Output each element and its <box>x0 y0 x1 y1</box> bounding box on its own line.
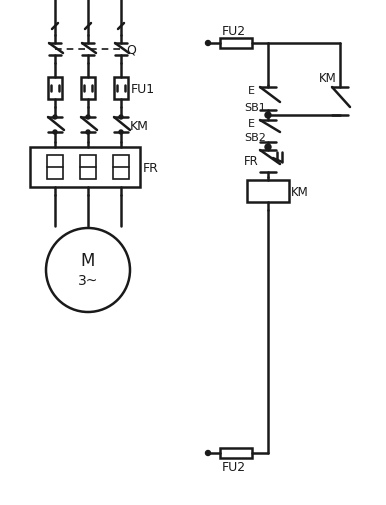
Bar <box>247 181 289 203</box>
Text: KM: KM <box>319 71 337 84</box>
Bar <box>113 156 129 180</box>
Circle shape <box>46 229 130 313</box>
Text: M: M <box>81 251 95 270</box>
Circle shape <box>53 116 57 120</box>
Bar <box>220 39 252 49</box>
Text: FR: FR <box>143 161 159 174</box>
Bar <box>47 156 63 180</box>
Bar <box>48 78 62 100</box>
Text: KM: KM <box>291 185 309 198</box>
Bar <box>80 156 96 180</box>
Circle shape <box>205 41 210 46</box>
Bar <box>220 448 252 458</box>
Circle shape <box>86 116 90 120</box>
Bar <box>81 78 95 100</box>
Text: Q: Q <box>126 43 136 57</box>
Text: 3~: 3~ <box>78 274 98 287</box>
Text: FU2: FU2 <box>222 461 246 474</box>
Bar <box>30 147 140 188</box>
Text: E: E <box>248 119 255 129</box>
Circle shape <box>119 116 123 120</box>
Circle shape <box>53 131 57 135</box>
Text: FU2: FU2 <box>222 24 246 37</box>
Bar <box>114 78 128 100</box>
Text: FU1: FU1 <box>131 82 155 95</box>
Circle shape <box>119 131 123 135</box>
Text: KM: KM <box>130 119 149 132</box>
Text: FR: FR <box>244 154 259 167</box>
Text: SB1: SB1 <box>244 103 266 113</box>
Circle shape <box>205 450 210 456</box>
Circle shape <box>86 131 90 135</box>
Circle shape <box>265 145 271 150</box>
Text: E: E <box>248 86 255 96</box>
Text: SB2: SB2 <box>244 133 266 143</box>
Circle shape <box>265 113 271 119</box>
